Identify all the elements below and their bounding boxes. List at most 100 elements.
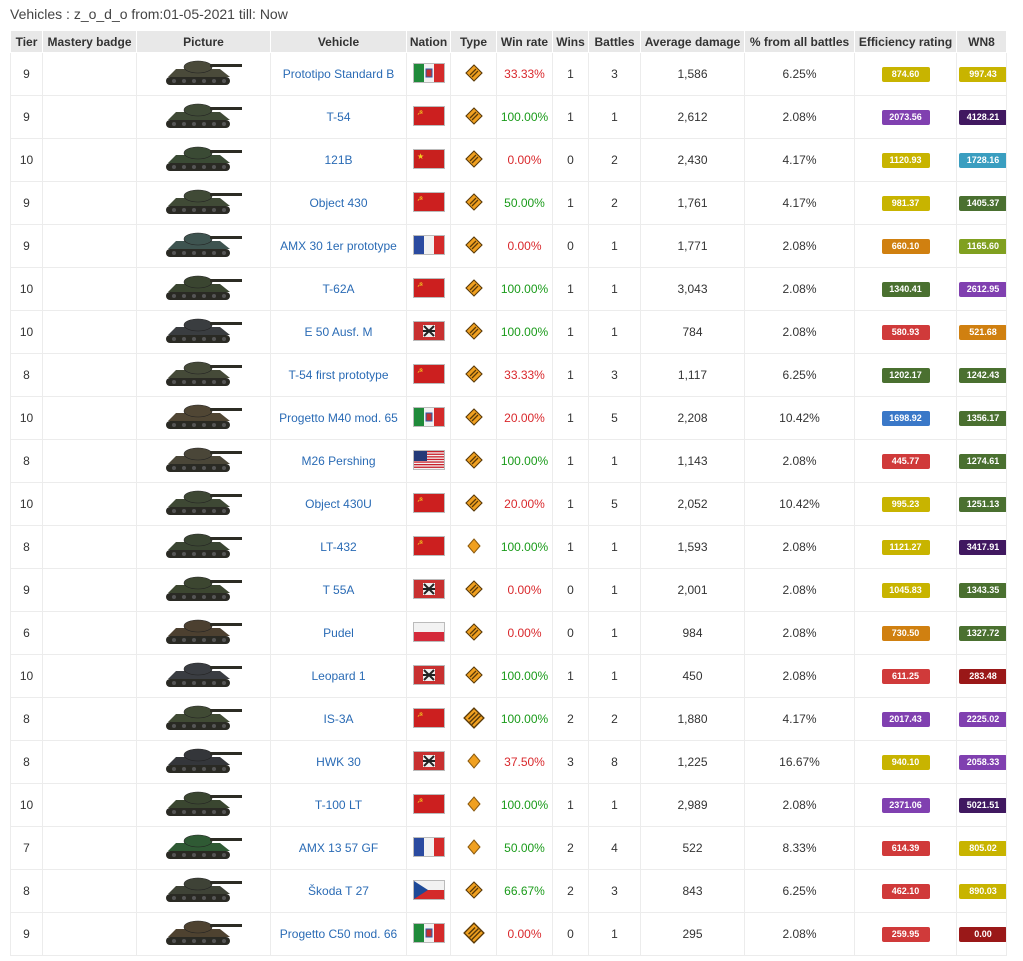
tank-image (162, 786, 246, 825)
vehicle-link[interactable]: AMX 30 1er prototype (280, 239, 397, 253)
medium-tank-type-icon (464, 450, 483, 472)
col-header-picture[interactable]: Picture (136, 30, 271, 53)
wn8-cell: 1165.60 (956, 224, 1007, 268)
medium-tank-type-icon (464, 364, 483, 386)
vehicle-cell: Progetto M40 mod. 65 (270, 396, 407, 440)
vehicle-link[interactable]: Leopard 1 (311, 669, 366, 683)
picture-cell (136, 267, 271, 311)
col-header-nation[interactable]: Nation (406, 30, 451, 53)
wins-cell: 1 (552, 482, 589, 526)
vehicle-link[interactable]: AMX 13 57 GF (298, 841, 379, 855)
battles-cell: 2 (588, 181, 641, 225)
germany-flag-icon (412, 578, 445, 602)
tank-image (162, 399, 246, 438)
average-damage-cell: 1,771 (640, 224, 745, 268)
col-header-vehicle[interactable]: Vehicle (270, 30, 407, 53)
vehicle-cell: T-54 first prototype (270, 353, 407, 397)
germany-flag-icon (412, 750, 445, 774)
efficiency-rating-cell: 1698.92 (854, 396, 957, 440)
vehicle-link[interactable]: M26 Pershing (301, 454, 376, 468)
efficiency-badge: 995.23 (881, 497, 930, 512)
average-damage-cell: 1,117 (640, 353, 745, 397)
vehicle-cell: M26 Pershing (270, 439, 407, 483)
picture-cell (136, 353, 271, 397)
vehicle-link[interactable]: E 50 Ausf. M (304, 325, 373, 339)
type-cell (450, 783, 497, 827)
china-flag-icon: ★ (412, 148, 445, 172)
average-damage-cell: 843 (640, 869, 745, 913)
average-damage-cell: 784 (640, 310, 745, 354)
vehicle-link[interactable]: T-62A (322, 282, 355, 296)
col-header-battles[interactable]: Battles (588, 30, 641, 53)
percent-battles-cell: 2.08% (744, 224, 855, 268)
tier-cell: 8 (10, 353, 43, 397)
vehicle-link[interactable]: HWK 30 (316, 755, 361, 769)
percent-battles-cell: 10.42% (744, 482, 855, 526)
col-header-efficiency-rating[interactable]: Efficiency rating (854, 30, 957, 53)
vehicle-link[interactable]: Škoda T 27 (308, 884, 369, 898)
wn8-badge: 1343.35 (959, 583, 1006, 598)
wins-cell: 0 (552, 912, 589, 956)
win-rate-cell: 100.00% (496, 697, 553, 741)
average-damage-cell: 1,593 (640, 525, 745, 569)
tank-image (162, 55, 246, 94)
percent-battles-cell: 8.33% (744, 826, 855, 870)
vehicle-link[interactable]: IS-3A (323, 712, 354, 726)
battles-cell: 1 (588, 310, 641, 354)
vehicle-link[interactable]: T-100 LT (314, 798, 363, 812)
vehicle-link[interactable]: Pudel (323, 626, 354, 640)
tank-image (162, 915, 246, 954)
efficiency-rating-cell: 1202.17 (854, 353, 957, 397)
vehicle-link[interactable]: Object 430 (309, 196, 368, 210)
col-header-average-damage[interactable]: Average damage (640, 30, 745, 53)
vehicle-link[interactable]: T 55A (322, 583, 355, 597)
wins-cell: 2 (552, 826, 589, 870)
vehicle-link[interactable]: T-54 (326, 110, 351, 124)
vehicle-link[interactable]: Object 430U (305, 497, 372, 511)
col-header-wins[interactable]: Wins (552, 30, 589, 53)
win-rate-cell: 100.00% (496, 267, 553, 311)
col-header-type[interactable]: Type (450, 30, 497, 53)
vehicle-link[interactable]: Prototipo Standard B (282, 67, 395, 81)
efficiency-rating-cell: 874.60 (854, 52, 957, 96)
vehicle-link[interactable]: Progetto M40 mod. 65 (279, 411, 398, 425)
battles-cell: 1 (588, 525, 641, 569)
tier-cell: 10 (10, 138, 43, 182)
col-header-mastery-badge[interactable]: Mastery badge (42, 30, 137, 53)
tank-image (162, 227, 246, 266)
heavy-tank-type-icon (462, 921, 485, 947)
tier-cell: 9 (10, 181, 43, 225)
table-row: 8 IS-3A ☭ 100.00% 2 2 1,880 4.17% 2017.43 2225.02 (10, 697, 1007, 741)
wn8-badge: 1327.72 (959, 626, 1006, 641)
efficiency-rating-cell: 940.10 (854, 740, 957, 784)
tank-image (162, 141, 246, 180)
medium-tank-type-icon (464, 149, 483, 171)
wn8-badge: 1242.43 (959, 368, 1006, 383)
ussr-flag-icon: ☭ (412, 363, 445, 387)
average-damage-cell: 1,761 (640, 181, 745, 225)
average-damage-cell: 1,586 (640, 52, 745, 96)
ussr-flag-icon: ☭ (412, 105, 445, 129)
col-header-tier[interactable]: Tier (10, 30, 43, 53)
col-header-wn8[interactable]: WN8 (956, 30, 1007, 53)
mastery-badge-cell (42, 568, 137, 612)
medium-tank-type-icon (464, 63, 483, 85)
tier-cell: 10 (10, 654, 43, 698)
col-header-win-rate[interactable]: Win rate (496, 30, 553, 53)
nation-cell: ☭ (406, 267, 451, 311)
vehicle-link[interactable]: 121B (324, 153, 353, 167)
type-cell (450, 869, 497, 913)
efficiency-badge: 614.39 (881, 841, 930, 856)
mastery-badge-cell (42, 224, 137, 268)
win-rate-cell: 33.33% (496, 52, 553, 96)
efficiency-rating-cell: 730.50 (854, 611, 957, 655)
efficiency-badge: 445.77 (881, 454, 930, 469)
picture-cell (136, 396, 271, 440)
vehicle-cell: AMX 13 57 GF (270, 826, 407, 870)
wn8-badge: 2225.02 (959, 712, 1006, 727)
vehicle-link[interactable]: LT-432 (320, 540, 357, 554)
vehicle-link[interactable]: T-54 first prototype (288, 368, 389, 382)
vehicle-link[interactable]: Progetto C50 mod. 66 (279, 927, 398, 941)
col-header-percent-battles[interactable]: % from all battles (744, 30, 855, 53)
efficiency-badge: 2017.43 (881, 712, 930, 727)
